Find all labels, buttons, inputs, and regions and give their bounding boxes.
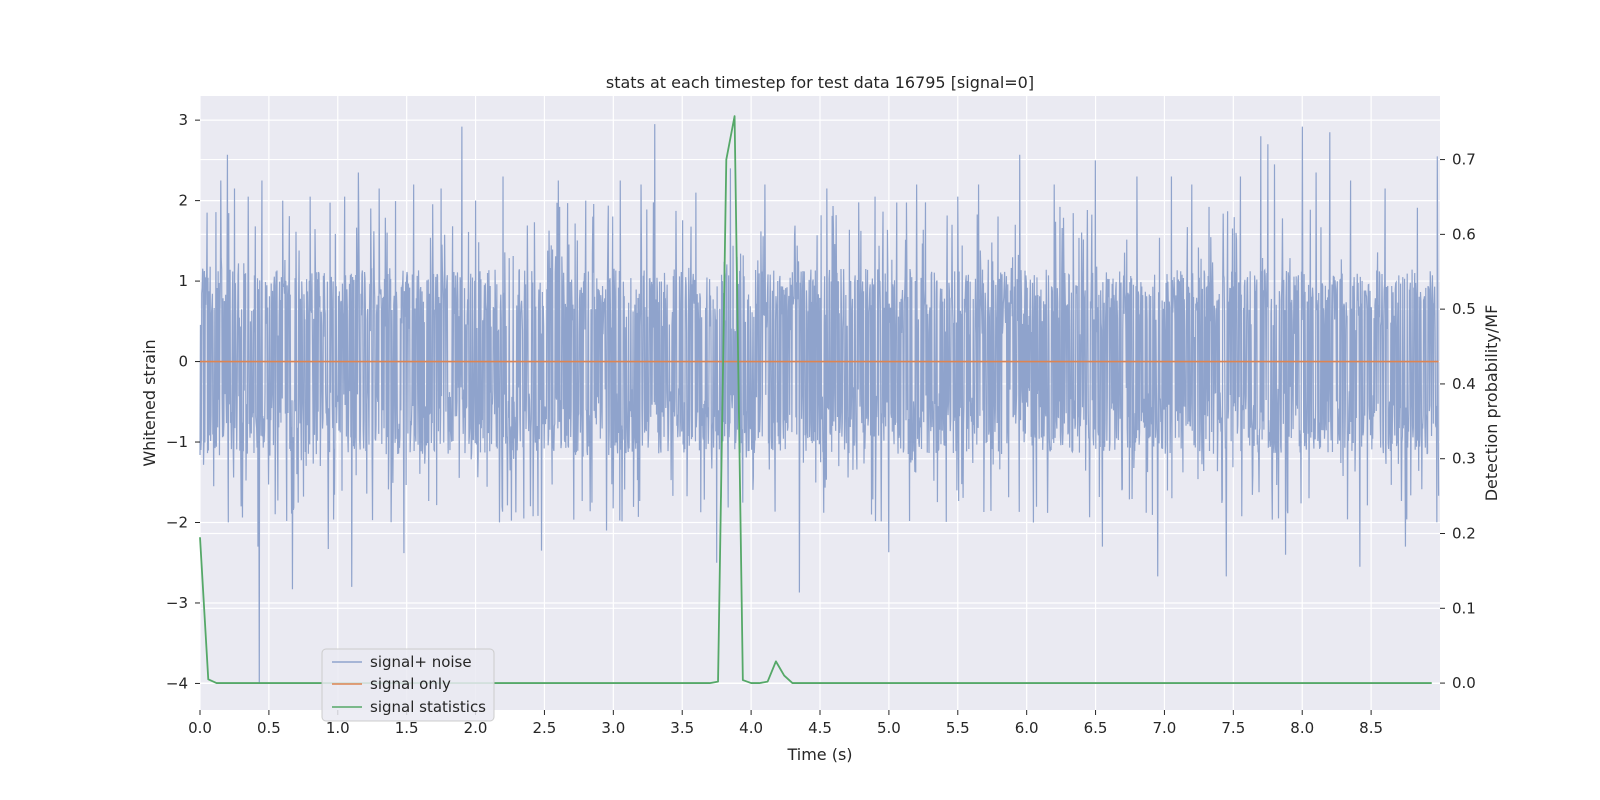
legend-label-signal-only: signal only (370, 675, 451, 693)
y-tick-label: −1 (166, 433, 188, 451)
y2-tick-label: 0.1 (1452, 599, 1476, 617)
x-axis-label: Time (s) (786, 745, 852, 764)
x-tick-label: 5.0 (877, 719, 901, 737)
y2-tick-label: 0.6 (1452, 225, 1476, 243)
legend-box (321, 648, 495, 722)
x-tick-label: 8.0 (1290, 719, 1314, 737)
x-tick-label: 7.0 (1153, 719, 1177, 737)
x-tick-label: 2.0 (464, 719, 488, 737)
x-tick-label: 4.5 (808, 719, 832, 737)
y2-tick-label: 0.4 (1452, 375, 1476, 393)
y-tick-label: 0 (178, 353, 188, 371)
y-tick-label: −4 (166, 674, 188, 692)
x-tick-label: 3.5 (670, 719, 694, 737)
y-tick-label: 2 (178, 192, 188, 210)
y2-axis-label: Detection probability/MF (1482, 305, 1501, 502)
y-axis-right: 0.0 0.1 0.2 0.3 0.4 0.5 0.6 0.7 (1440, 151, 1476, 692)
y-tick-label: 3 (178, 111, 188, 129)
legend-label-signal-noise: signal+ noise (370, 653, 472, 671)
x-tick-label: 0.0 (188, 719, 212, 737)
y2-tick-label: 0.0 (1452, 674, 1476, 692)
y2-tick-label: 0.5 (1452, 300, 1476, 318)
x-tick-label: 5.5 (946, 719, 970, 737)
legend: signal+ noise signal only signal statist… (321, 648, 495, 722)
y2-tick-label: 0.2 (1452, 525, 1476, 543)
x-tick-label: 1.0 (326, 719, 350, 737)
y-tick-label: 1 (178, 272, 188, 290)
y-tick-label: −2 (166, 514, 188, 532)
y-axis-label: Whitened strain (140, 339, 159, 466)
x-tick-label: 0.5 (257, 719, 281, 737)
y2-tick-label: 0.3 (1452, 450, 1476, 468)
x-tick-label: 4.0 (739, 719, 763, 737)
series-signal-noise (199, 124, 1440, 684)
y2-tick-label: 0.7 (1452, 151, 1476, 169)
x-tick-label: 1.5 (395, 719, 419, 737)
chart-title: stats at each timestep for test data 167… (606, 73, 1034, 92)
legend-label-signal-statistics: signal statistics (370, 698, 486, 716)
x-tick-label: 6.0 (1015, 719, 1039, 737)
x-tick-label: 8.5 (1359, 719, 1383, 737)
x-tick-label: 6.5 (1084, 719, 1108, 737)
x-tick-label: 7.5 (1221, 719, 1245, 737)
x-tick-label: 2.5 (533, 719, 557, 737)
y-axis-left: −4 −3 −2 −1 0 1 2 3 (166, 111, 200, 692)
x-axis: 0.0 0.5 1.0 1.5 2.0 2.5 3.0 3.5 4.0 4.5 5.0 5.5 6.0 6… (188, 710, 1383, 737)
y-tick-label: −3 (166, 594, 188, 612)
x-tick-label: 3.0 (601, 719, 625, 737)
